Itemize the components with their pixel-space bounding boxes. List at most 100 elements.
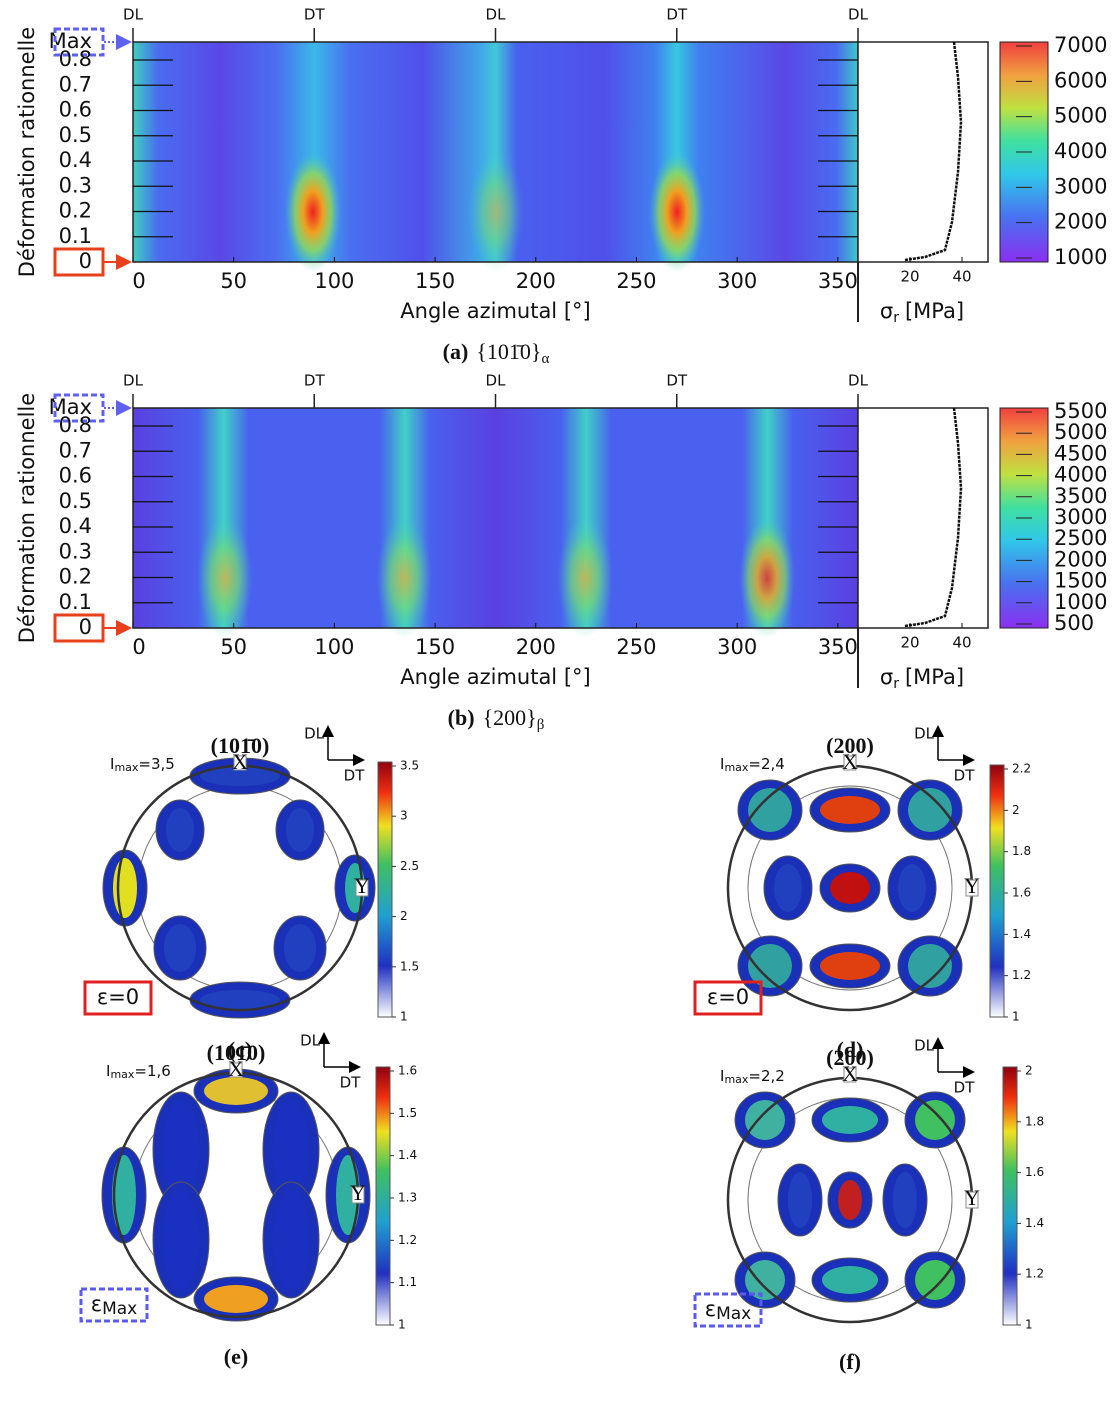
contour-inner <box>284 924 316 972</box>
colorbar-tick-label: 6000 <box>1054 68 1107 92</box>
colorbar-tick-label: 2 <box>1025 1064 1033 1078</box>
contour-inner <box>745 1260 785 1300</box>
strain-label: ε=0 <box>97 985 139 1009</box>
x-tick-label: 100 <box>314 635 354 659</box>
contour-inner <box>748 944 792 988</box>
dl-label: DL <box>914 1037 935 1055</box>
pole-figure <box>726 1076 974 1324</box>
text-part: max <box>114 761 138 774</box>
y-tick-label: 0.2 <box>59 565 92 589</box>
colorbar-tick-label: 1.6 <box>1012 886 1031 900</box>
caption: (c) <box>228 1037 252 1062</box>
contour-inner <box>893 1172 917 1228</box>
pole-figure <box>101 1068 371 1322</box>
text-part: max <box>724 761 748 774</box>
contour-inner <box>273 1190 309 1290</box>
plane-label: (101̄0) <box>211 733 270 758</box>
strain-box <box>79 1287 149 1323</box>
contour-inner <box>822 1106 878 1134</box>
x-marker: X <box>842 1061 858 1086</box>
contour-inner <box>163 1190 199 1290</box>
direction-label: DT <box>666 372 688 390</box>
x-tick-label: 200 <box>516 635 556 659</box>
stress-profile <box>904 41 963 262</box>
contour-inner <box>112 1155 136 1235</box>
text-part: ε <box>91 1292 102 1316</box>
colorbar-tick-label: 1.8 <box>1025 1114 1044 1128</box>
dl-label: DL <box>304 725 325 743</box>
plane-label: (200) <box>826 733 874 758</box>
colorbar-tick-label: 1 <box>400 1010 408 1024</box>
y-tick-label: 0.5 <box>59 123 92 147</box>
x-tick-label: 250 <box>616 269 656 293</box>
colorbar-tick-label: 1.4 <box>1025 1216 1044 1230</box>
x-tick-label: 0 <box>132 269 145 293</box>
marker-box <box>355 879 369 897</box>
highlight-box <box>53 247 105 277</box>
y-marker: Y <box>350 1180 366 1205</box>
text-part: I <box>110 755 114 773</box>
contour-inner <box>200 766 280 786</box>
x-tick-label: 300 <box>717 635 757 659</box>
contour-inner <box>908 788 952 832</box>
text-part: =2,2 <box>748 1067 784 1085</box>
text-part: ε=0 <box>707 985 749 1009</box>
contour-inner <box>915 1260 955 1300</box>
colorbar-tick-label: 1.3 <box>398 1191 417 1205</box>
x-axis-label: Angle azimutal [°] <box>400 299 590 323</box>
colorbar-tick-label: 1.4 <box>1012 927 1031 941</box>
marker-box <box>843 1067 857 1083</box>
highlight-box <box>53 393 105 423</box>
contour-inner <box>830 872 870 904</box>
caption: (e) <box>224 1344 248 1369</box>
x-tick-label: 350 <box>818 269 858 293</box>
contour-inner <box>898 864 926 912</box>
pole-circle <box>116 764 364 1012</box>
direction-label: DL <box>123 372 144 390</box>
colorbar-tick-label: 1.6 <box>398 1064 417 1078</box>
imax-label: Imax=2,4 <box>720 755 785 775</box>
colorbar-tick-label: 3500 <box>1054 484 1107 508</box>
y-tick-label: 0.5 <box>59 489 92 513</box>
colorbar-tick-label: 3000 <box>1054 505 1107 529</box>
contour-inner <box>820 796 880 824</box>
marker-box <box>229 1062 243 1078</box>
x-tick-label: 350 <box>818 635 858 659</box>
plane-label: (101̄0) <box>207 1040 266 1065</box>
strain-box <box>693 980 763 1016</box>
text-part: I <box>106 1062 110 1080</box>
caption: (f) <box>839 1349 861 1374</box>
contour-inner <box>908 944 952 988</box>
colorbar-tick-label: 7000 <box>1054 33 1107 57</box>
marker-box <box>351 1186 365 1204</box>
y-tick-label: 0.7 <box>59 72 92 96</box>
hot-spot <box>197 518 253 638</box>
y-axis-label: Déformation rationnelle <box>15 393 39 643</box>
stress-label: σr [MPa] <box>880 299 964 326</box>
x-tick-label: 250 <box>616 635 656 659</box>
hot-spot <box>649 152 705 272</box>
y-tick-label: 0.7 <box>59 438 92 462</box>
colorbar-tick-label: 5000 <box>1054 420 1107 444</box>
x-tick-label: 150 <box>415 269 455 293</box>
colorbar-tick-label: 2 <box>1012 803 1020 817</box>
colorbar-tick-label: 4500 <box>1054 441 1107 465</box>
text-part: r <box>893 676 899 692</box>
stress-plot <box>857 407 989 629</box>
dl-label: DL <box>914 725 935 743</box>
direction-label: DT <box>666 6 688 24</box>
y-axis-label: Déformation rationnelle <box>15 27 39 277</box>
contour-inner <box>113 858 137 918</box>
text-part: ε=0 <box>97 985 139 1009</box>
pole-figure <box>102 757 376 1019</box>
text-part: [MPa] <box>905 299 964 323</box>
contour-inner <box>822 1266 878 1294</box>
stress-plot <box>857 41 989 263</box>
text-part: max <box>110 1068 134 1081</box>
colorbar <box>1002 1066 1018 1326</box>
colorbar-tick-label: 2000 <box>1054 210 1107 234</box>
x-tick-label: 200 <box>516 269 556 293</box>
contour-inner <box>915 1100 955 1140</box>
colorbar-tick-label: 1 <box>1025 1318 1033 1332</box>
dt-label: DT <box>954 1079 976 1097</box>
